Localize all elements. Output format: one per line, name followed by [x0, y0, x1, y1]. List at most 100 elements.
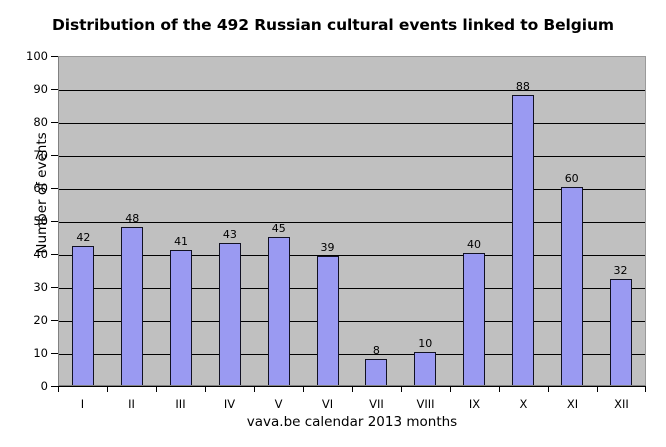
- y-tick-label: 30: [33, 280, 48, 294]
- y-tick-mark: [51, 56, 58, 57]
- x-tick-group: I II III IV V VI VII VIII IX X XI XII: [58, 386, 646, 414]
- x-tick-label: VI: [321, 397, 334, 411]
- bar-value-label: 41: [174, 234, 189, 248]
- x-tick-mark: [450, 386, 451, 392]
- bar-value-label: 48: [125, 211, 140, 225]
- x-tick-slot: VII: [352, 386, 401, 414]
- y-tick-mark: [51, 221, 58, 222]
- y-tick-mark: [51, 353, 58, 354]
- x-tick-slot: XII: [597, 386, 646, 414]
- y-tick-mark: [51, 89, 58, 90]
- x-tick-label: X: [519, 397, 528, 411]
- bar[interactable]: [72, 246, 95, 385]
- bar-slot: 42: [59, 57, 108, 385]
- x-axis-title: vava.be calendar 2013 months: [246, 414, 458, 430]
- x-tick-slot: I: [58, 386, 107, 414]
- bar-slot: 48: [108, 57, 157, 385]
- x-tick-mark: [645, 386, 646, 392]
- plot-area: 42 48 41 43 45 39 8 10 40 88 60 32: [58, 56, 646, 386]
- bar-value-label: 32: [613, 264, 628, 278]
- y-tick-label: 50: [33, 214, 48, 228]
- bar[interactable]: [218, 243, 241, 385]
- bar-value-label: 60: [564, 172, 579, 185]
- x-tick-slot: IX: [450, 386, 499, 414]
- bar-series: 42 48 41 43 45 39 8 10 40 88 60 32: [59, 57, 645, 385]
- y-tick-label: 40: [33, 247, 48, 261]
- bar[interactable]: [170, 249, 193, 385]
- y-tick-label: 20: [33, 313, 48, 327]
- x-tick-label: XI: [566, 397, 579, 411]
- bar-slot: 8: [352, 57, 401, 385]
- y-tick-label: 60: [33, 181, 48, 195]
- bar-slot: 39: [303, 57, 352, 385]
- bar-value-label: 8: [372, 343, 380, 357]
- y-tick-label: 70: [33, 148, 48, 162]
- y-tick-mark: [51, 386, 58, 387]
- x-tick-mark: [597, 386, 598, 392]
- bar[interactable]: [267, 236, 290, 385]
- x-tick-mark: [352, 386, 353, 392]
- x-tick-label: XII: [614, 397, 629, 411]
- x-tick-mark: [58, 386, 59, 392]
- bar-value-label: 39: [320, 241, 335, 255]
- x-tick-label: II: [128, 397, 135, 411]
- bar[interactable]: [560, 187, 583, 385]
- bar[interactable]: [121, 226, 144, 385]
- x-tick-label: VIII: [416, 397, 435, 411]
- bar-value-label: 88: [515, 79, 530, 93]
- bar[interactable]: [365, 358, 388, 385]
- x-tick-label: VII: [369, 397, 384, 411]
- chart-title: Distribution of the 492 Russian cultural…: [52, 16, 614, 34]
- x-tick-mark: [254, 386, 255, 392]
- x-tick-label: IX: [468, 397, 481, 411]
- x-tick-slot: II: [107, 386, 156, 414]
- bar-value-label: 40: [467, 238, 482, 251]
- y-tick-mark: [51, 188, 58, 189]
- bar-slot: 41: [157, 57, 206, 385]
- y-axis: 0 10 20 30 40 50 60 70 80 90 100: [0, 49, 58, 393]
- bar-slot: 88: [498, 57, 547, 385]
- x-tick-mark: [205, 386, 206, 392]
- x-tick-slot: V: [254, 386, 303, 414]
- x-tick-mark: [303, 386, 304, 392]
- y-tick-label: 90: [33, 82, 48, 96]
- x-tick-mark: [499, 386, 500, 392]
- x-tick-slot: X: [499, 386, 548, 414]
- x-tick-slot: XI: [548, 386, 597, 414]
- bar-value-label: 10: [418, 337, 433, 350]
- bar[interactable]: [511, 94, 534, 385]
- bar[interactable]: [414, 352, 437, 385]
- y-tick-label: 0: [40, 379, 48, 393]
- bar[interactable]: [316, 256, 339, 385]
- bar-slot: 43: [205, 57, 254, 385]
- x-tick-mark: [156, 386, 157, 392]
- bar-value-label: 43: [222, 228, 237, 242]
- y-tick-mark: [51, 122, 58, 123]
- bar-value-label: 42: [76, 231, 91, 245]
- y-tick-mark: [51, 287, 58, 288]
- x-tick-label: IV: [223, 397, 236, 411]
- bar-slot: 32: [596, 57, 645, 385]
- y-tick-label: 100: [26, 49, 48, 63]
- bar-slot: 40: [450, 57, 499, 385]
- x-tick-label: V: [274, 397, 283, 411]
- bar-slot: 10: [401, 57, 450, 385]
- x-tick-label: I: [80, 397, 85, 411]
- x-tick-mark: [548, 386, 549, 392]
- x-tick-mark: [107, 386, 108, 392]
- y-tick-mark: [51, 320, 58, 321]
- y-tick-label: 10: [33, 346, 48, 360]
- x-tick-slot: VI: [303, 386, 352, 414]
- bar[interactable]: [463, 253, 486, 385]
- y-tick-mark: [51, 155, 58, 156]
- y-tick-mark: [51, 254, 58, 255]
- x-axis: I II III IV V VI VII VIII IX X XI XII: [58, 386, 646, 414]
- x-tick-label: III: [175, 397, 186, 411]
- bar[interactable]: [609, 279, 632, 385]
- x-tick-slot: III: [156, 386, 205, 414]
- x-tick-mark: [401, 386, 402, 392]
- bar-slot: 45: [254, 57, 303, 385]
- bar-value-label: 45: [271, 221, 286, 235]
- y-tick-label: 80: [33, 115, 48, 129]
